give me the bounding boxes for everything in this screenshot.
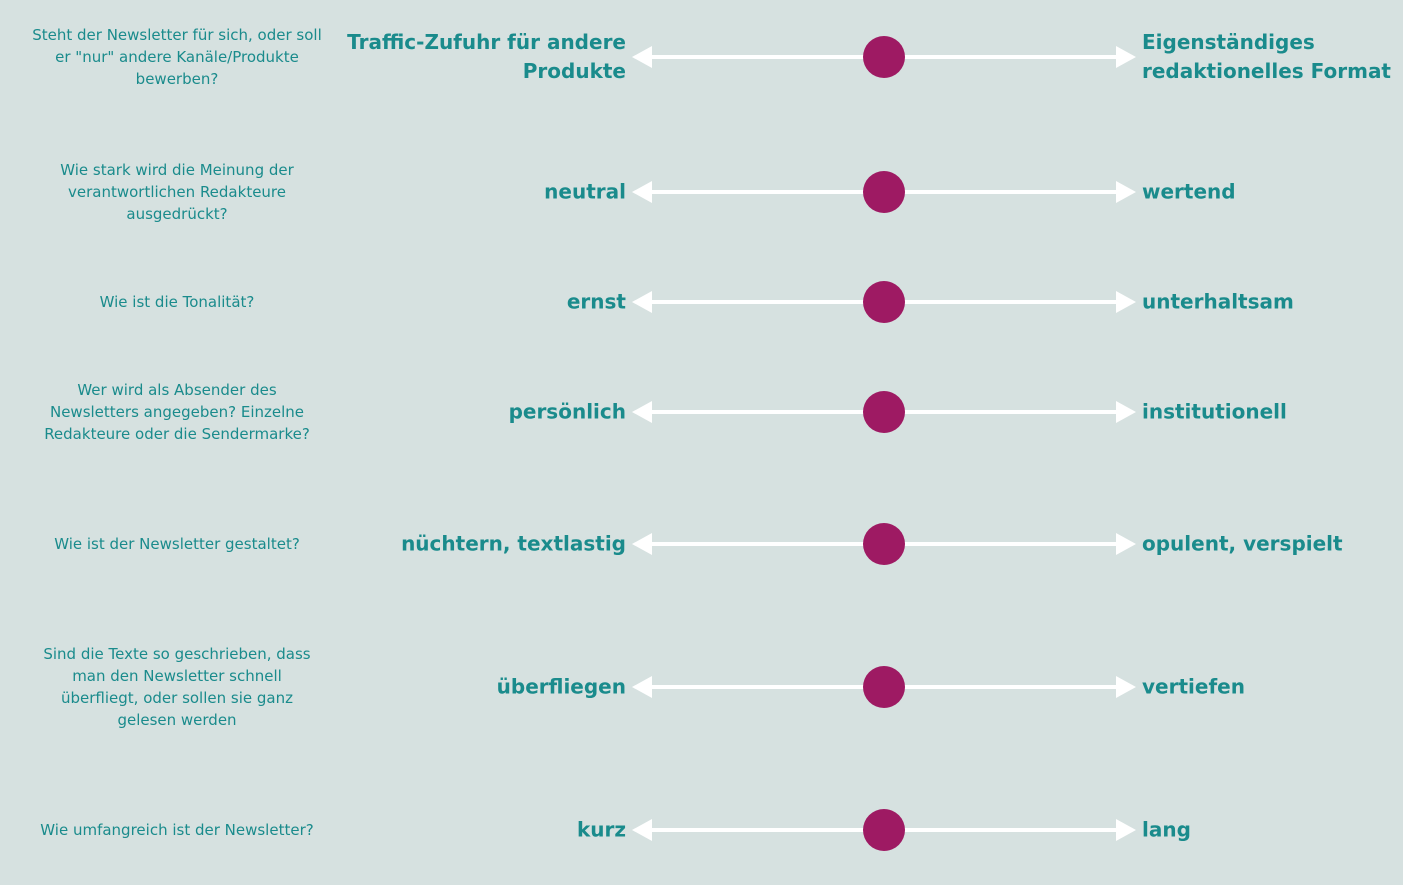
question-text: Wie stark wird die Meinung der verantwor… (60, 161, 294, 223)
right-arrowhead (1116, 46, 1136, 68)
scale-marker (863, 809, 905, 851)
scale-marker (863, 666, 905, 708)
left-arrowhead (632, 181, 652, 203)
left-pole-label: nüchtern, textlastig (401, 531, 626, 556)
bipolar-scale (632, 171, 1136, 213)
right-pole-label: Eigenständiges redaktionelles Format (1142, 30, 1391, 83)
right-arrowhead (1116, 819, 1136, 841)
scale-graphic (632, 171, 1136, 213)
question-text: Wie ist die Tonalität? (99, 293, 255, 311)
scale-graphic (632, 809, 1136, 851)
left-arrowhead (632, 533, 652, 555)
right-pole-label: opulent, verspielt (1142, 531, 1343, 556)
left-pole-label: neutral (544, 179, 626, 204)
question-text: Sind die Texte so geschrieben, dass man … (43, 645, 311, 729)
left-arrowhead (632, 46, 652, 68)
scale-graphic (632, 391, 1136, 433)
left-pole-label: überfliegen (496, 674, 626, 699)
question-text: Wie ist der Newsletter gestaltet? (54, 535, 300, 553)
left-pole-label: ernst (566, 289, 626, 314)
right-pole-label: lang (1142, 817, 1191, 842)
bipolar-scale (632, 666, 1136, 708)
left-pole-label: kurz (576, 817, 626, 842)
left-arrowhead (632, 291, 652, 313)
scale-marker (863, 391, 905, 433)
left-pole-label: persönlich (508, 399, 626, 424)
right-arrowhead (1116, 401, 1136, 423)
bipolar-scale (632, 809, 1136, 851)
bipolar-scale (632, 36, 1136, 78)
scale-graphic (632, 36, 1136, 78)
question-text: Wie umfangreich ist der Newsletter? (40, 821, 314, 839)
right-arrowhead (1116, 181, 1136, 203)
scale-graphic (632, 523, 1136, 565)
scale-marker (863, 36, 905, 78)
scale-graphic (632, 666, 1136, 708)
right-pole-label: vertiefen (1142, 674, 1245, 699)
scale-marker (863, 523, 905, 565)
scale-marker (863, 171, 905, 213)
scale-graphic (632, 281, 1136, 323)
bipolar-scale (632, 391, 1136, 433)
left-arrowhead (632, 676, 652, 698)
right-arrowhead (1116, 676, 1136, 698)
left-arrowhead (632, 819, 652, 841)
right-arrowhead (1116, 533, 1136, 555)
scale-marker (863, 281, 905, 323)
right-pole-label: institutionell (1142, 399, 1287, 424)
left-arrowhead (632, 401, 652, 423)
right-pole-label: wertend (1142, 179, 1236, 204)
right-arrowhead (1116, 291, 1136, 313)
bipolar-scale (632, 523, 1136, 565)
question-text: Wer wird als Absender des Newsletters an… (44, 381, 310, 443)
bipolar-scale (632, 281, 1136, 323)
question-text: Steht der Newsletter für sich, oder soll… (32, 26, 322, 88)
left-pole-label: Traffic-Zufuhr für andere Produkte (347, 30, 626, 83)
right-pole-label: unterhaltsam (1142, 289, 1294, 314)
